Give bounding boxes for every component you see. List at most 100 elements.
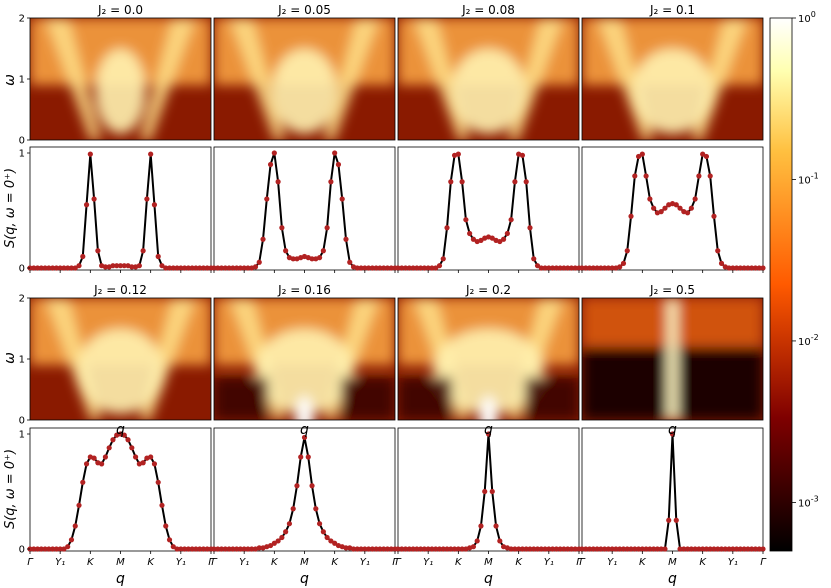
structure-factor-point (534, 263, 541, 269)
structure-factor-point (700, 151, 706, 157)
structure-factor-point (369, 265, 375, 271)
structure-factor-point (586, 265, 593, 271)
structure-factor-point (662, 205, 668, 211)
panel-title: J₂ = 0.12 (93, 283, 147, 297)
structure-factor-point (414, 546, 420, 552)
structure-factor-point (579, 265, 585, 271)
structure-factor-point (132, 454, 139, 460)
structure-factor-point (264, 196, 270, 202)
heatmap-panel-2: J₂ = 0.08 (397, 3, 580, 141)
structure-factor-point (425, 546, 431, 552)
structure-factor-point (151, 461, 158, 467)
structure-factor-point (148, 454, 154, 460)
structure-factor-point (121, 432, 127, 438)
structure-factor-point (553, 546, 559, 552)
structure-factor-point (121, 263, 127, 269)
structure-factor-point (159, 263, 165, 269)
structure-factor-point (681, 546, 687, 552)
structure-factor-point (609, 265, 615, 271)
structure-factor-point (136, 263, 142, 269)
structure-factor-point (455, 151, 461, 157)
structure-factor-point (76, 502, 82, 508)
path-tick-label: Γ (579, 557, 586, 568)
structure-factor-point (316, 521, 323, 527)
structure-factor-point (174, 546, 180, 552)
structure-factor-point (373, 546, 379, 552)
structure-factor-point (561, 265, 567, 271)
structure-factor-point (688, 205, 694, 211)
structure-factor-point (730, 265, 736, 271)
structure-factor-point (50, 265, 56, 271)
omega-label-top: ω (2, 74, 18, 86)
structure-factor-point (110, 263, 116, 269)
heatmap-frame (397, 17, 580, 141)
structure-factor-point (421, 546, 427, 552)
structure-factor-point (482, 488, 488, 495)
structure-factor-point (339, 196, 345, 202)
structure-factor-point (583, 265, 589, 271)
structure-factor-panel-5: Γ Y₁ K M K Y₁ Γq q (211, 422, 399, 587)
omega-tick: 2 (19, 14, 25, 25)
panel-title: J₂ = 0.05 (277, 3, 331, 17)
structure-factor-point (590, 546, 596, 552)
colorbar-tick-label: 100 (798, 10, 816, 25)
heatmap-panel-1: J₂ = 0.05 (213, 3, 396, 141)
structure-factor-point (617, 264, 623, 270)
structure-factor-point (512, 179, 518, 185)
structure-factor-point (163, 523, 169, 529)
structure-factor-point (696, 173, 702, 179)
structure-factor-point (711, 213, 717, 219)
structure-factor-point (34, 546, 41, 552)
structure-factor-point (658, 546, 664, 552)
structure-factor-point (459, 546, 465, 552)
panel-title: J₂ = 0.1 (649, 3, 695, 17)
structure-factor-point (283, 529, 289, 535)
structure-factor-point (703, 153, 710, 160)
structure-factor-point (715, 546, 721, 552)
structure-factor-point (38, 265, 44, 271)
structure-factor-point (290, 256, 296, 262)
structure-factor-point (290, 506, 296, 512)
structure-factor-point (519, 546, 526, 552)
structure-factor-point (46, 265, 52, 271)
structure-factor-point (166, 265, 173, 271)
x-axis-label: q (300, 571, 309, 587)
structure-factor-point (381, 546, 387, 552)
structure-factor-point (362, 265, 368, 271)
heatmap-panel-5: J₂ = 0.16 (213, 283, 396, 421)
structure-factor-point (624, 248, 630, 254)
structure-factor-point (279, 534, 285, 541)
structure-factor-point (399, 546, 405, 552)
structure-factor-point (369, 546, 375, 552)
structure-factor-point (87, 151, 93, 157)
structure-factor-point (734, 546, 740, 552)
structure-factor-point (178, 265, 184, 271)
structure-factor-point (635, 546, 642, 552)
structure-factor-point (193, 546, 199, 552)
structure-factor-point (598, 265, 604, 271)
structure-factor-point (226, 546, 232, 552)
panel-title: J₂ = 0.08 (461, 3, 515, 17)
structure-factor-point (429, 546, 435, 552)
structure-factor-point (425, 265, 431, 271)
path-tick-label: K (87, 557, 95, 568)
structure-factor-point (421, 265, 427, 271)
structure-factor-point (647, 546, 653, 552)
structure-factor-point (170, 544, 176, 550)
structure-factor-point (715, 248, 721, 254)
s-tick: 0 (19, 264, 25, 275)
structure-factor-point (470, 236, 477, 242)
structure-factor-point (249, 546, 255, 552)
structure-factor-panel-2 (395, 146, 582, 273)
structure-factor-point (565, 265, 571, 271)
structure-factor-point (57, 546, 63, 552)
panel-title: J₂ = 0.0 (97, 3, 143, 17)
structure-factor-point (741, 265, 747, 271)
structure-factor-point (643, 173, 649, 179)
structure-factor-point (384, 546, 391, 552)
structure-factor-point (579, 546, 585, 552)
structure-factor-point (448, 179, 454, 185)
structure-factor-point (298, 454, 304, 460)
structure-factor-point (598, 546, 604, 552)
structure-factor-point (527, 225, 533, 231)
